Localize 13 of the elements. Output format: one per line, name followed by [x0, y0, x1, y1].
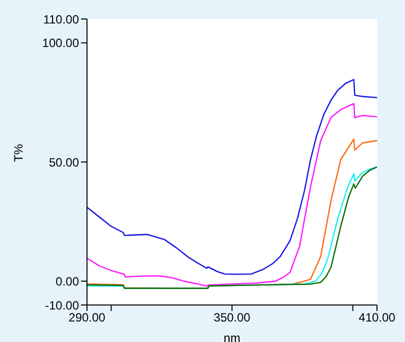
y-tick-label: 0.00 [56, 274, 80, 288]
y-axis-title: T% [11, 144, 26, 162]
y-tick-label: -10.00 [44, 298, 80, 312]
y-tick-label: 100.00 [42, 36, 80, 50]
line-series [87, 166, 377, 289]
y-tick-label: 50.00 [48, 155, 80, 170]
y-tick-label: 110.00 [43, 12, 80, 26]
x-tick-label: 350.00 [214, 310, 251, 325]
x-axis-title: nm [224, 331, 240, 342]
x-tick-label: 410.00 [358, 310, 396, 325]
line-series [87, 78, 377, 275]
line-series [87, 102, 377, 287]
x-tick-label: 290.00 [68, 310, 106, 325]
